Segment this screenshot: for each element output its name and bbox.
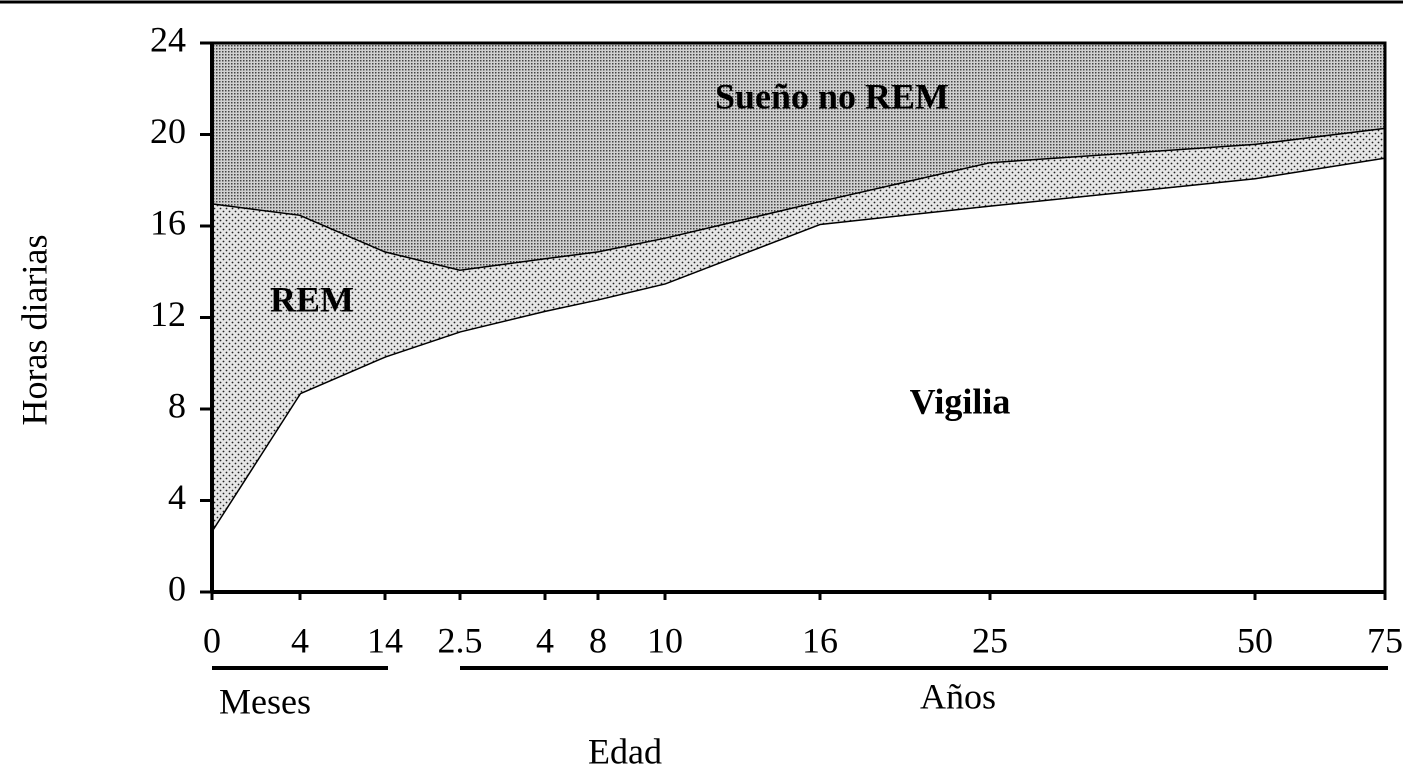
- x-tick-label: 4: [291, 620, 309, 660]
- y-tick-label: 4: [168, 477, 186, 517]
- y-tick-label: 0: [168, 568, 186, 608]
- x-tick-label: 16: [802, 620, 838, 660]
- x-tick-label: 0: [203, 620, 221, 660]
- area: [212, 157, 1385, 592]
- group-label: Años: [920, 676, 996, 716]
- x-tick-label: 10: [647, 620, 683, 660]
- y-tick-label: 16: [150, 202, 186, 242]
- y-tick-label: 24: [150, 19, 186, 59]
- y-tick-label: 8: [168, 385, 186, 425]
- x-axis-label: Edad: [588, 731, 662, 771]
- area-label: REM: [270, 279, 354, 319]
- y-axis-label: Horas diarias: [14, 235, 54, 426]
- x-tick-label: 14: [367, 620, 403, 660]
- x-tick-label: 25: [972, 620, 1008, 660]
- group-label: Meses: [219, 681, 311, 721]
- area: [212, 43, 1385, 270]
- area-label: Sueño no REM: [715, 76, 949, 116]
- x-tick-label: 8: [589, 620, 607, 660]
- area: [212, 127, 1385, 531]
- y-tick-label: 12: [150, 294, 186, 334]
- x-tick-label: 2.5: [438, 620, 483, 660]
- area-label: Vigilia: [910, 381, 1011, 421]
- x-tick-label: 4: [536, 620, 554, 660]
- x-tick-label: 50: [1237, 620, 1273, 660]
- x-tick-label: 75: [1367, 620, 1403, 660]
- y-tick-label: 20: [150, 111, 186, 151]
